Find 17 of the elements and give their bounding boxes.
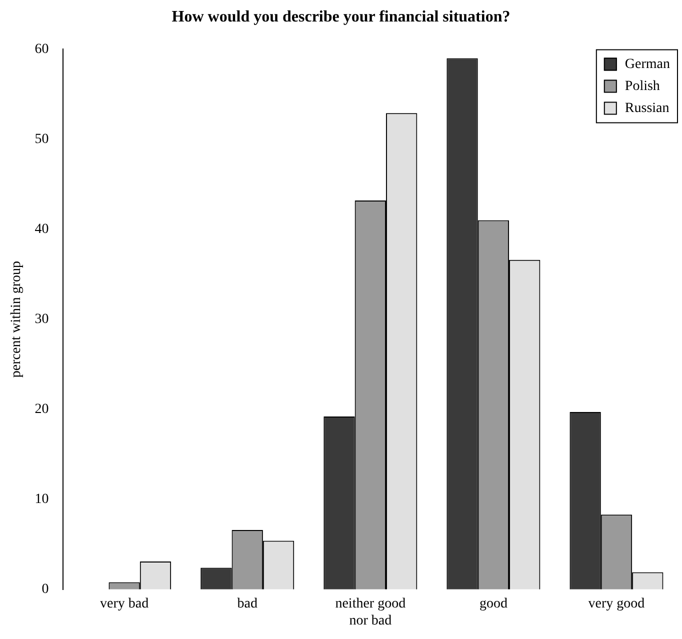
- y-tick-label: 40: [34, 222, 49, 237]
- y-tick-label: 30: [34, 312, 49, 327]
- x-tick-label: good: [479, 596, 508, 612]
- y-axis-title: percent within group: [9, 260, 24, 378]
- legend-label: Polish: [624, 78, 660, 94]
- y-tick-label: 20: [34, 402, 49, 418]
- chart-title: How would you describe your financial situation?: [172, 8, 510, 26]
- y-tick-label: 10: [34, 492, 49, 508]
- x-tick-label: neither good nor bad: [335, 596, 406, 628]
- legend-label: Russian: [624, 100, 670, 116]
- y-tick-label: 60: [34, 42, 49, 57]
- x-tick-label: very bad: [100, 596, 149, 612]
- legend-label: German: [624, 56, 670, 72]
- x-tick-label: bad: [237, 596, 258, 612]
- y-tick-label: 0: [42, 582, 49, 598]
- y-tick-label: 50: [34, 132, 49, 147]
- x-tick-label: very good: [588, 596, 645, 612]
